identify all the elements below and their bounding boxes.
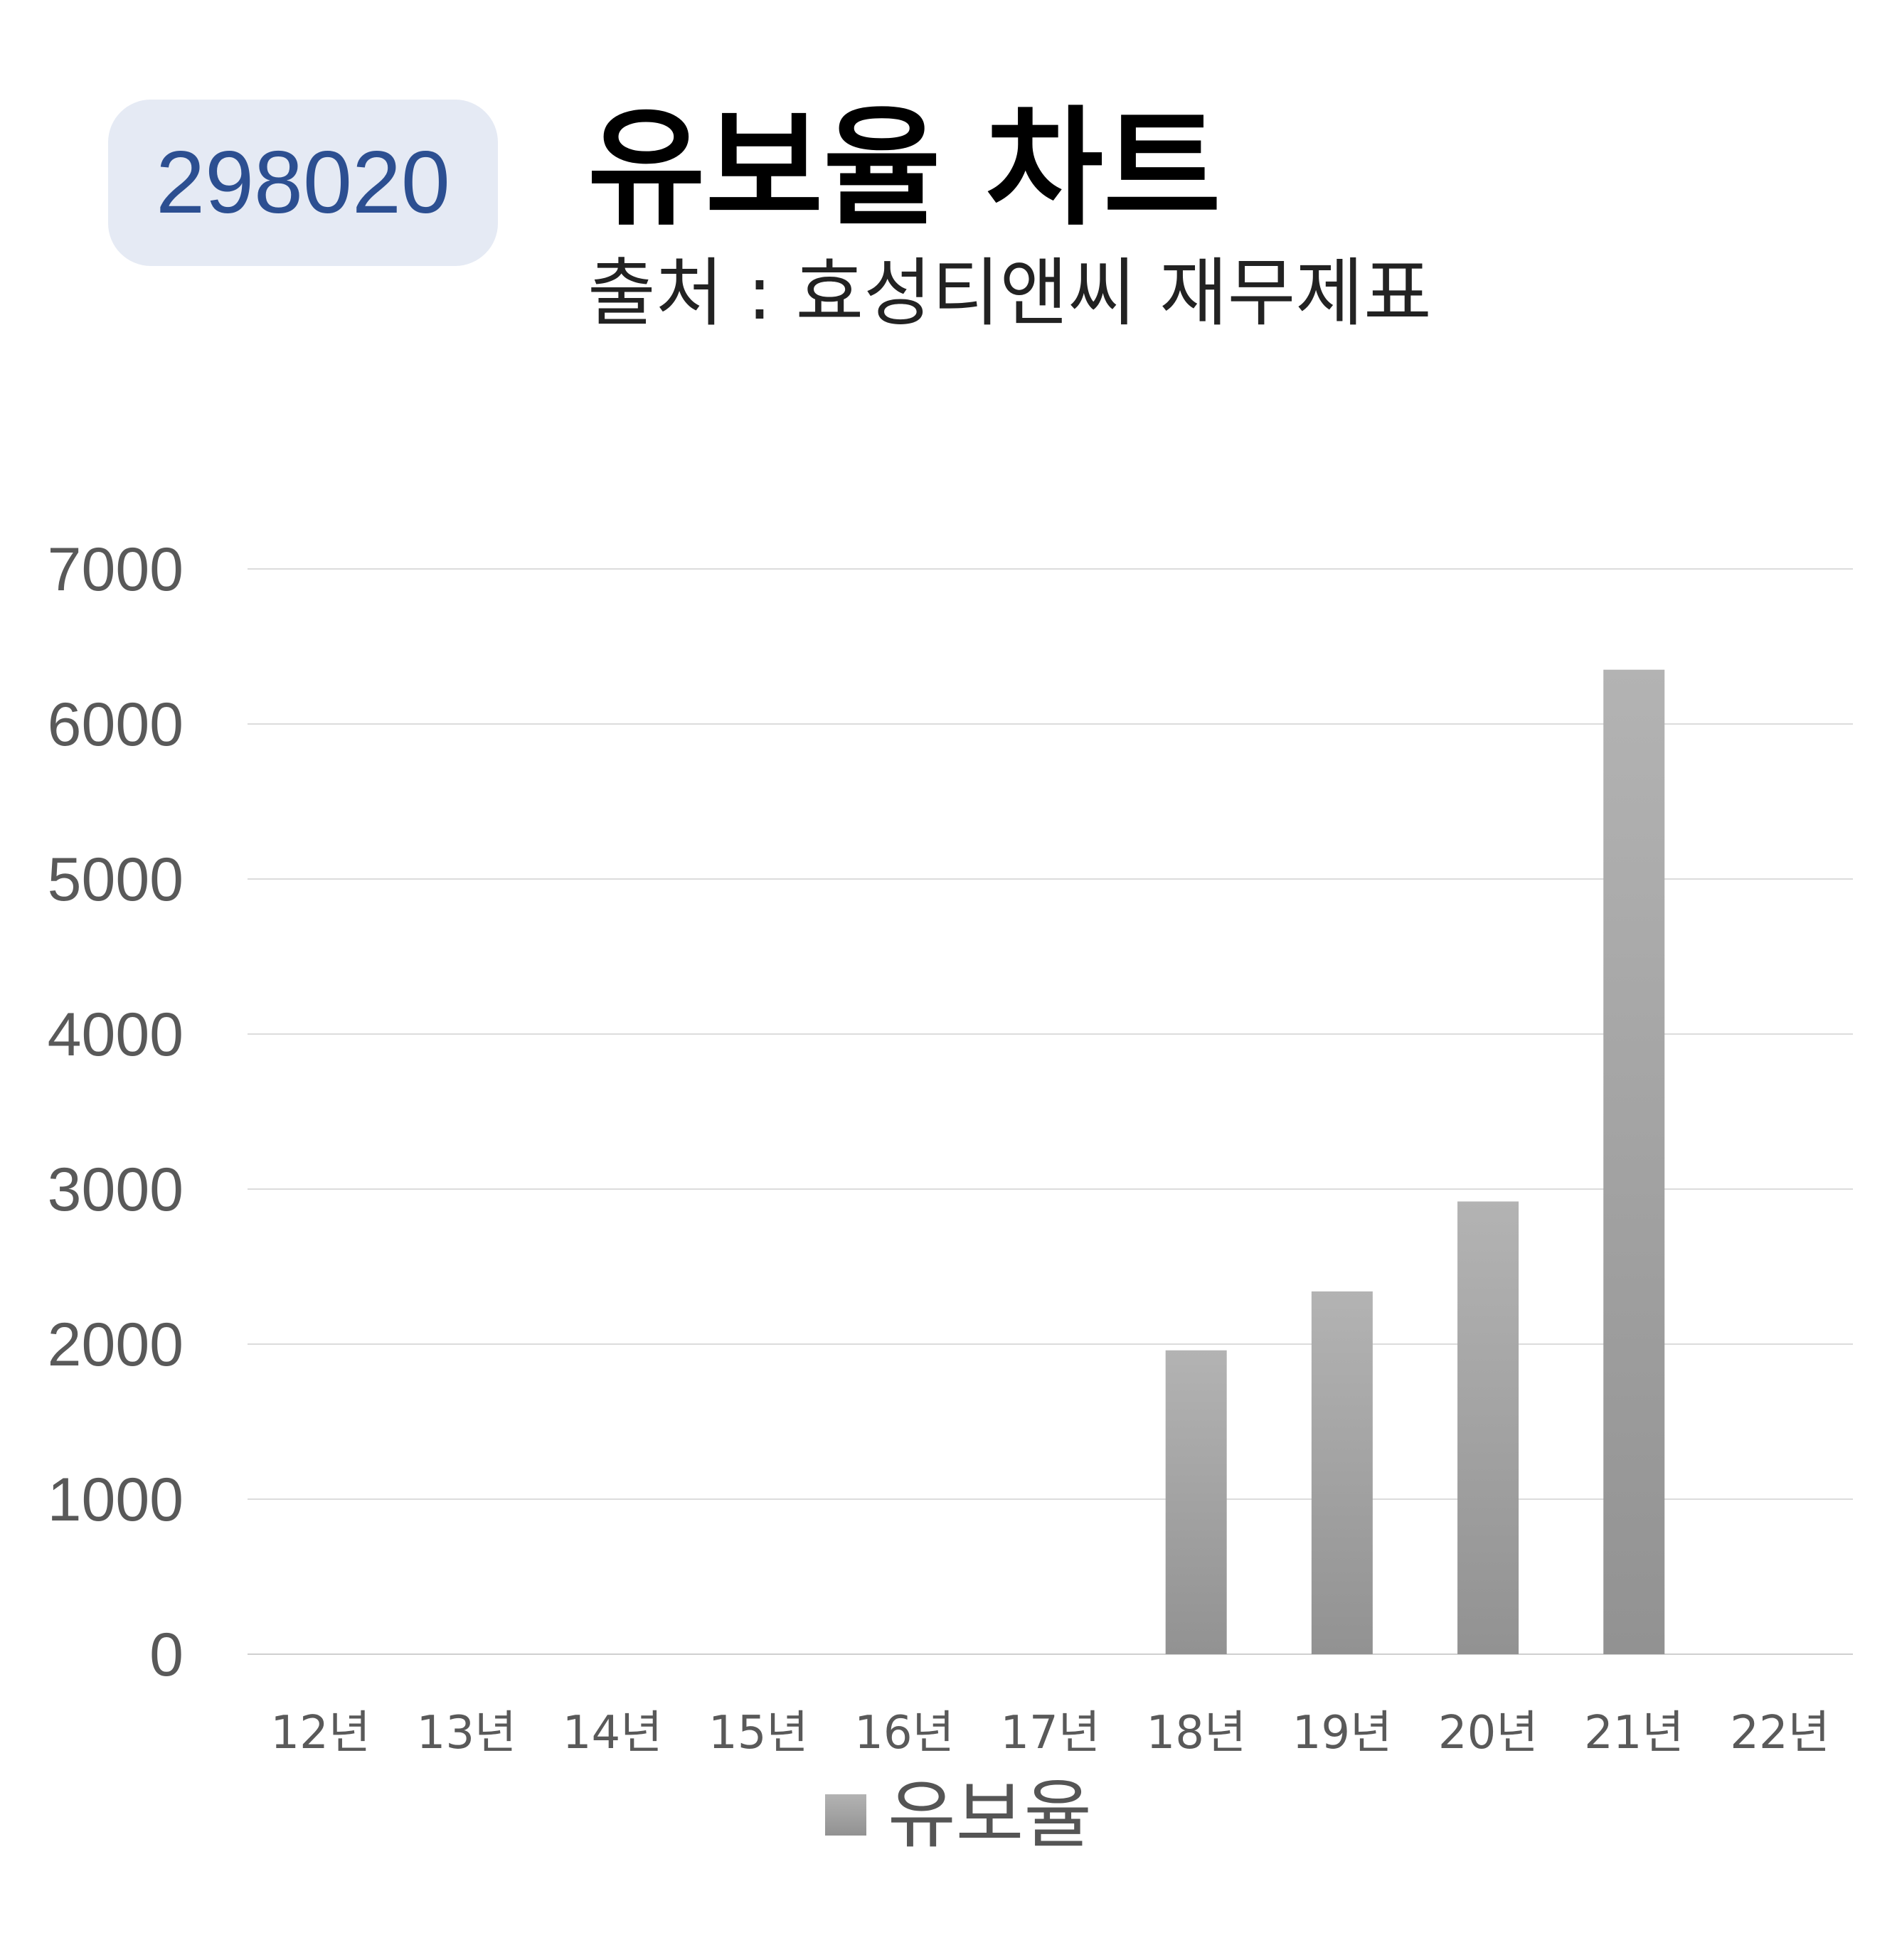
y-tick-label: 4000 — [48, 1001, 184, 1069]
x-tick-label: 15년 — [708, 1707, 808, 1759]
x-axis-ticks: 12년 13년 14년 15년 16년 17년 18년 19년 20년 21년 22년 — [270, 1707, 1829, 1759]
y-tick-label: 0 — [149, 1621, 184, 1689]
chart-subtitle: 출처 : 효성티앤씨 재무제표 — [588, 250, 1432, 336]
x-tick-label: 22년 — [1730, 1707, 1829, 1759]
y-tick-label: 5000 — [48, 846, 184, 914]
x-tick-label: 16년 — [854, 1707, 954, 1759]
legend: 유보율 — [825, 1778, 1092, 1852]
y-tick-label: 1000 — [48, 1466, 184, 1534]
legend-swatch — [825, 1794, 866, 1836]
x-tick-label: 19년 — [1292, 1707, 1392, 1759]
bar — [1457, 1201, 1519, 1654]
y-axis-ticks: 0 1000 2000 3000 4000 5000 6000 7000 — [48, 536, 184, 1689]
x-tick-label: 17년 — [1000, 1707, 1100, 1759]
x-tick-label: 14년 — [563, 1707, 662, 1759]
y-tick-label: 6000 — [48, 691, 184, 759]
x-tick-label: 18년 — [1147, 1707, 1246, 1759]
bar — [1603, 669, 1665, 1655]
y-tick-label: 2000 — [48, 1311, 184, 1379]
x-tick-label: 12년 — [270, 1707, 370, 1759]
stock-code: 298020 — [156, 134, 450, 232]
bars — [1165, 669, 1665, 1655]
stock-code-badge: 298020 — [108, 100, 498, 266]
gridlines — [248, 568, 1853, 1655]
y-tick-label: 3000 — [48, 1156, 184, 1224]
y-tick-label: 7000 — [48, 536, 184, 604]
legend-label: 유보율 — [888, 1772, 1093, 1858]
bar — [1165, 1350, 1227, 1654]
bar — [1311, 1291, 1373, 1654]
chart-title: 유보율 차트 — [588, 95, 1221, 243]
x-tick-label: 13년 — [417, 1707, 516, 1759]
x-tick-label: 21년 — [1584, 1707, 1684, 1759]
x-tick-label: 20년 — [1438, 1707, 1538, 1759]
